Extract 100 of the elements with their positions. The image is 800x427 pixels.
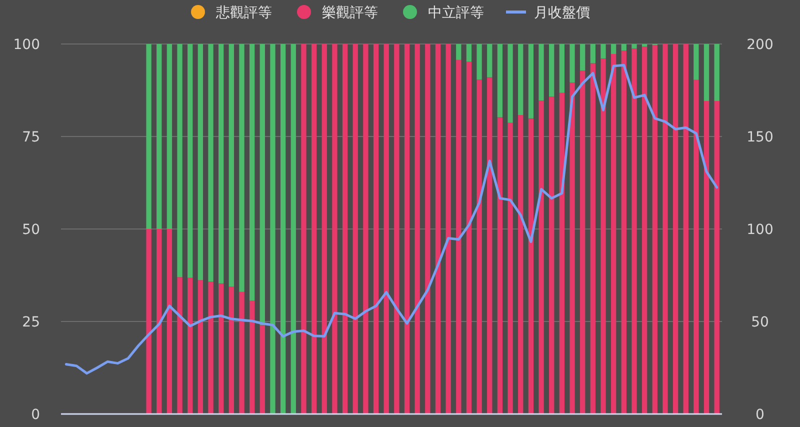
y2-tick-label: 0 bbox=[756, 406, 764, 423]
bar bbox=[146, 229, 152, 414]
bar bbox=[559, 44, 564, 93]
bar bbox=[662, 44, 668, 414]
bar bbox=[714, 100, 720, 414]
bar bbox=[177, 44, 182, 278]
bar bbox=[311, 44, 317, 414]
bar bbox=[456, 44, 462, 60]
bar bbox=[352, 44, 358, 414]
bar bbox=[373, 44, 379, 414]
bar bbox=[549, 44, 554, 97]
bar bbox=[249, 44, 255, 301]
bar bbox=[146, 44, 152, 229]
bar bbox=[672, 44, 678, 414]
y-tick-label: 75 bbox=[22, 129, 40, 146]
bar bbox=[332, 44, 338, 414]
legend-label: 悲觀評等 bbox=[215, 4, 272, 21]
bar bbox=[497, 44, 503, 118]
bar bbox=[642, 44, 648, 47]
bar bbox=[218, 283, 224, 414]
bar bbox=[580, 44, 586, 71]
bar bbox=[652, 45, 658, 414]
bar bbox=[156, 229, 162, 414]
bar bbox=[694, 44, 699, 80]
bar bbox=[239, 292, 244, 414]
y2-tick-label: 200 bbox=[746, 36, 774, 53]
bar bbox=[559, 92, 564, 414]
bar bbox=[270, 44, 276, 414]
bar bbox=[580, 70, 586, 414]
bar bbox=[538, 100, 544, 414]
bar bbox=[177, 277, 182, 414]
y-tick-label: 100 bbox=[13, 36, 40, 53]
bar bbox=[610, 44, 616, 54]
bar bbox=[476, 80, 482, 414]
bar bbox=[342, 44, 348, 414]
bar bbox=[683, 44, 688, 414]
bar bbox=[301, 44, 306, 414]
bar bbox=[322, 44, 327, 414]
bar bbox=[590, 44, 596, 64]
bar bbox=[198, 280, 204, 414]
bar bbox=[425, 44, 430, 414]
bar bbox=[632, 48, 637, 414]
bar bbox=[188, 44, 193, 278]
y-tick-label: 25 bbox=[22, 314, 40, 330]
bar bbox=[166, 229, 172, 414]
bar bbox=[487, 77, 492, 414]
bar bbox=[384, 44, 389, 414]
bar bbox=[600, 44, 606, 58]
bar bbox=[466, 62, 472, 414]
bar bbox=[188, 278, 193, 414]
y-tick-label: 50 bbox=[22, 222, 40, 238]
bar bbox=[363, 44, 368, 414]
legend-label: 中立評等 bbox=[428, 4, 484, 21]
bar bbox=[508, 44, 513, 123]
bar bbox=[528, 44, 534, 118]
bar bbox=[714, 44, 720, 101]
line-series bbox=[64, 64, 718, 375]
bar bbox=[694, 80, 699, 414]
y-tick-label: 0 bbox=[31, 406, 40, 423]
bar bbox=[497, 117, 503, 414]
bar bbox=[570, 82, 575, 414]
bar bbox=[280, 44, 286, 414]
bar bbox=[600, 58, 606, 414]
bar bbox=[518, 115, 524, 414]
bar bbox=[476, 44, 482, 80]
bar bbox=[704, 44, 710, 101]
bar bbox=[487, 44, 492, 78]
bar bbox=[218, 44, 224, 284]
y2-tick-label: 100 bbox=[746, 222, 774, 238]
bar bbox=[621, 44, 626, 51]
bar bbox=[528, 118, 534, 414]
bar bbox=[610, 54, 616, 414]
bar bbox=[260, 44, 265, 326]
y2-tick-label: 150 bbox=[746, 129, 774, 146]
y2-tick-label: 50 bbox=[751, 314, 769, 330]
bar bbox=[394, 44, 400, 414]
bar bbox=[239, 44, 244, 292]
bar bbox=[435, 44, 441, 414]
bar bbox=[549, 96, 554, 414]
bar bbox=[208, 44, 214, 282]
bar bbox=[198, 44, 204, 280]
bar bbox=[642, 46, 648, 414]
legend-label: 樂觀評等 bbox=[322, 4, 378, 21]
bar bbox=[538, 44, 544, 101]
bar bbox=[704, 100, 710, 414]
bar bbox=[166, 44, 172, 229]
bar bbox=[404, 44, 410, 414]
bar bbox=[518, 44, 524, 116]
bar bbox=[508, 122, 513, 414]
bar bbox=[632, 44, 637, 48]
bar bbox=[249, 300, 255, 414]
bar bbox=[456, 60, 462, 414]
bar bbox=[466, 44, 472, 62]
legend-label: 月收盤價 bbox=[534, 4, 590, 21]
bar bbox=[290, 44, 296, 414]
bar bbox=[156, 44, 162, 229]
bar bbox=[208, 282, 214, 414]
bar bbox=[414, 44, 420, 414]
bar bbox=[446, 44, 451, 414]
bar bbox=[260, 325, 265, 414]
